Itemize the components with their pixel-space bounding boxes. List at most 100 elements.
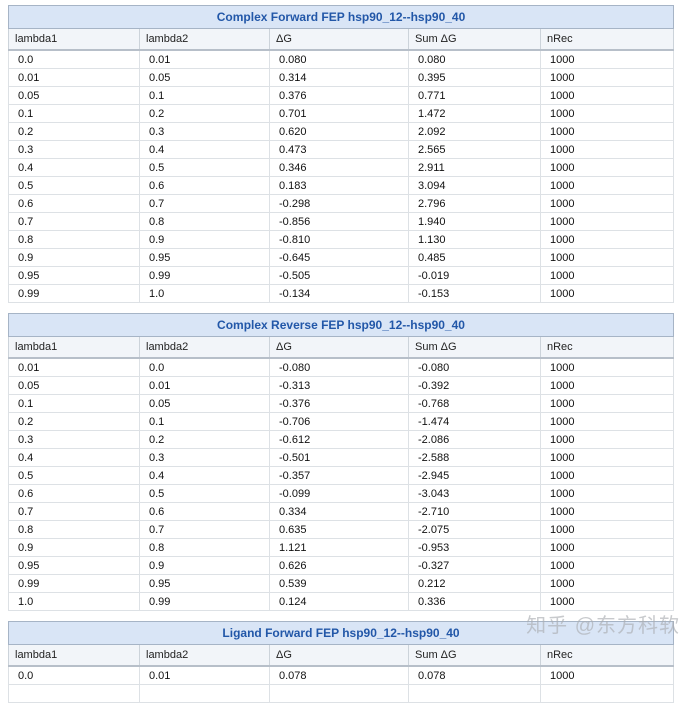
- table-cell: 0.95: [139, 574, 270, 593]
- table-row: 0.95 0.9 0.626 -0.327 1000: [8, 556, 675, 575]
- table-cell: 0.99: [139, 266, 270, 285]
- column-header-row: lambda1 lambda2 ΔG Sum ΔG nRec: [8, 644, 674, 667]
- table-cell: 1000: [539, 574, 675, 593]
- table-cell: 1000: [539, 176, 675, 195]
- table-cell: 0.771: [408, 86, 541, 105]
- table-cell: 1000: [539, 394, 675, 413]
- column-header: Sum ΔG: [408, 336, 541, 359]
- table-row: 0.3 0.2 -0.612 -2.086 1000: [8, 430, 675, 449]
- table-cell: 0.212: [408, 574, 541, 593]
- table-cell: 0.3: [139, 122, 270, 141]
- table-row: 0.7 0.6 0.334 -2.710 1000: [8, 502, 675, 521]
- table-row: 0.99 1.0 -0.134 -0.153 1000: [8, 284, 675, 303]
- table-row: 0.4 0.5 0.346 2.911 1000: [8, 158, 675, 177]
- table-cell: 0.7: [8, 212, 140, 231]
- table-cell: 0.99: [8, 284, 140, 303]
- table-cell: 0.0: [139, 357, 270, 377]
- table-row: 0.1 0.05 -0.376 -0.768 1000: [8, 394, 675, 413]
- table-cell: 1000: [539, 122, 675, 141]
- table-row: 0.8 0.7 0.635 -2.075 1000: [8, 520, 675, 539]
- table-cell: 0.078: [408, 665, 541, 685]
- table-cell: 1000: [539, 556, 675, 575]
- table-cell: 0.183: [269, 176, 409, 195]
- table-row: 0.3 0.4 0.473 2.565 1000: [8, 140, 675, 159]
- table-cell: -0.953: [408, 538, 541, 557]
- table-row: 0.7 0.8 -0.856 1.940 1000: [8, 212, 675, 231]
- table-title-row: Complex Forward FEP hsp90_12--hsp90_40: [7, 5, 675, 29]
- table-cell: -0.080: [269, 357, 409, 377]
- column-header: lambda2: [139, 336, 270, 359]
- table-row: 0.05 0.1 0.376 0.771 1000: [8, 86, 675, 105]
- table-cell: 0.9: [139, 556, 270, 575]
- table-cell: 1.130: [408, 230, 541, 249]
- table-cell: -2.086: [408, 430, 541, 449]
- table-cell: 0.334: [269, 502, 409, 521]
- table-cell: 1000: [539, 248, 675, 267]
- table-cell: 1000: [539, 68, 675, 87]
- table-cell: 0.4: [8, 158, 140, 177]
- table-cell: -0.376: [269, 394, 409, 413]
- table-cell: -0.019: [408, 266, 541, 285]
- table-cell: -0.313: [269, 376, 409, 395]
- table-cell: 0.626: [269, 556, 409, 575]
- table-row: 0.05 0.01 -0.313 -0.392 1000: [8, 376, 675, 395]
- table-cell: -0.080: [408, 357, 541, 377]
- table-cell: -0.298: [269, 194, 409, 213]
- column-header-row: lambda1 lambda2 ΔG Sum ΔG nRec: [8, 336, 675, 359]
- table-cell: 0.7: [8, 502, 140, 521]
- column-header: lambda1: [8, 644, 140, 667]
- table-cell: 0.539: [269, 574, 409, 593]
- table-cell: 1000: [539, 49, 675, 69]
- table-cell: -1.474: [408, 412, 541, 431]
- table-cell: 0.05: [139, 68, 270, 87]
- partial-row: [8, 684, 674, 703]
- table-cell: -0.612: [269, 430, 409, 449]
- table-cell: 0.9: [8, 538, 140, 557]
- table-cell: 0.2: [8, 122, 140, 141]
- table-cell: 0.080: [269, 49, 409, 69]
- table-row: 0.4 0.3 -0.501 -2.588 1000: [8, 448, 675, 467]
- table-cell: 1000: [539, 412, 675, 431]
- table-cell: 1000: [539, 212, 675, 231]
- column-header: lambda1: [8, 336, 140, 359]
- table-cell: 0.376: [269, 86, 409, 105]
- table-cell: 0.4: [139, 140, 270, 159]
- table-cell: [139, 684, 270, 703]
- table-cell: 0.01: [139, 376, 270, 395]
- table-cell: -0.134: [269, 284, 409, 303]
- table-cell: 0.4: [8, 448, 140, 467]
- fep-table: Ligand Forward FEP hsp90_12--hsp90_40 lam…: [8, 621, 674, 703]
- table-cell: 0.473: [269, 140, 409, 159]
- table-cell: 1000: [539, 357, 675, 377]
- table-cell: 0.05: [8, 376, 140, 395]
- table-cell: 1.940: [408, 212, 541, 231]
- table-cell: 1000: [539, 266, 675, 285]
- table-cell: 0.1: [8, 104, 140, 123]
- table-cell: -2.588: [408, 448, 541, 467]
- table-cell: 0.701: [269, 104, 409, 123]
- table-cell: 0.395: [408, 68, 541, 87]
- table-cell: 1000: [540, 665, 674, 685]
- column-header: Sum ΔG: [408, 28, 541, 51]
- table-title-row: Complex Reverse FEP hsp90_12--hsp90_40: [7, 313, 675, 337]
- table-cell: 0.01: [139, 665, 270, 685]
- table-cell: 0.6: [139, 176, 270, 195]
- table-cell: [8, 684, 140, 703]
- table-row: 0.6 0.7 -0.298 2.796 1000: [8, 194, 675, 213]
- table-cell: 0.5: [8, 176, 140, 195]
- table-row: 0.5 0.4 -0.357 -2.945 1000: [8, 466, 675, 485]
- table-cell: 0.5: [139, 158, 270, 177]
- table-cell: -0.501: [269, 448, 409, 467]
- table-cell: 0.078: [269, 665, 409, 685]
- table-cell: 1000: [539, 502, 675, 521]
- table-cell: 0.124: [269, 592, 409, 611]
- table-cell: 1000: [539, 592, 675, 611]
- table-title: Complex Reverse FEP hsp90_12--hsp90_40: [7, 313, 675, 337]
- fep-table: Complex Reverse FEP hsp90_12--hsp90_40 la…: [7, 313, 675, 611]
- table-title: Complex Forward FEP hsp90_12--hsp90_40: [7, 5, 675, 29]
- table-cell: 0.99: [139, 592, 270, 611]
- table-cell: -3.043: [408, 484, 541, 503]
- table-cell: 0.336: [408, 592, 541, 611]
- table-cell: 0.95: [139, 248, 270, 267]
- table-cell: 0.2: [8, 412, 140, 431]
